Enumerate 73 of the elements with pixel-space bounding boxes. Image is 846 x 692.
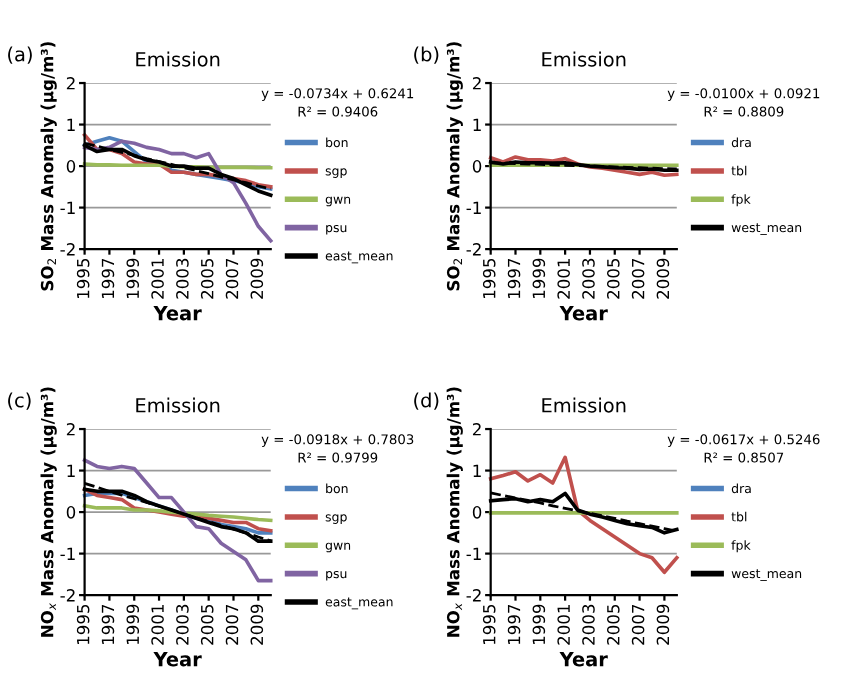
text: (c) [8, 392, 31, 410]
x-axis-title: Year [559, 652, 608, 667]
chart-title: Emission [136, 397, 220, 413]
x-tick-label: 2003 [176, 604, 189, 645]
y-tick-label: -1 [60, 201, 75, 214]
x-tick-label: 2009 [250, 604, 264, 645]
x-tick-label: 1999 [126, 258, 140, 299]
x-axis-title: Year [559, 306, 608, 321]
line-series [82, 504, 273, 523]
y-axis-title: SO$_{2}$ Mass Anomaly (μg/m³) [446, 42, 463, 291]
chart-title: Emission [542, 51, 626, 67]
x-tick-label: 1997 [101, 604, 115, 645]
x-tick-label: 2001 [151, 604, 164, 645]
x-tick-label: 2003 [176, 258, 189, 299]
text: (b) [414, 46, 439, 64]
y-tick-label: 0 [472, 506, 482, 519]
x-axis-title: Year [153, 652, 202, 667]
x-tick-label: 2003 [582, 258, 595, 299]
chart-title: Emission [542, 397, 626, 413]
x-tick-label: 1995 [482, 604, 496, 645]
x-tick-label: 2007 [225, 604, 239, 645]
x-tick-label: 2007 [631, 258, 645, 299]
y-tick-label: -1 [466, 547, 481, 560]
y-tick-label: -1 [466, 201, 481, 214]
x-tick-label: 2001 [151, 258, 164, 299]
text: (d) [414, 392, 439, 410]
y-tick-label: 1 [473, 464, 481, 477]
text: (a) [8, 46, 32, 64]
x-tick-label: 2007 [631, 604, 645, 645]
x-tick-label: 2005 [200, 258, 214, 299]
y-axis-title: SO$_{2}$ Mass Anomaly (μg/m³) [40, 42, 57, 291]
x-tick-label: 1995 [482, 258, 496, 299]
x-tick-label: 1997 [101, 258, 115, 299]
y-tick-label: 1 [67, 118, 75, 131]
x-tick-label: 2001 [557, 604, 570, 645]
x-tick-label: 1997 [507, 258, 521, 299]
y-tick-label: 0 [472, 160, 482, 173]
y-tick-label: 2 [472, 77, 481, 90]
line-series [488, 455, 679, 575]
y-tick-label: 2 [472, 423, 481, 436]
line-series [488, 155, 679, 178]
x-tick-label: 2005 [606, 604, 620, 645]
x-tick-label: 2009 [250, 258, 264, 299]
line-series [82, 458, 273, 583]
x-tick-label: 2003 [582, 604, 595, 645]
y-tick-label: 0 [66, 160, 76, 173]
x-tick-label: 1999 [532, 258, 546, 299]
x-tick-label: 1995 [76, 604, 90, 645]
y-tick-label: -2 [466, 589, 481, 602]
y-axis-title: NO$_{x}$ Mass Anomaly (μg/m³) [40, 387, 57, 637]
y-tick-label: 2 [66, 77, 75, 90]
x-tick-label: 2001 [557, 258, 570, 299]
x-tick-label: 2009 [656, 604, 670, 645]
chart-title: Emission [136, 51, 220, 67]
x-tick-label: 1995 [76, 258, 90, 299]
y-axis-title: NO$_{x}$ Mass Anomaly (μg/m³) [446, 387, 463, 637]
y-tick-label: -2 [60, 243, 75, 256]
line-series [82, 139, 273, 243]
x-tick-label: 2005 [606, 258, 620, 299]
x-tick-label: 1999 [126, 604, 140, 645]
x-tick-label: 1999 [532, 604, 546, 645]
y-tick-label: 1 [67, 464, 75, 477]
y-tick-label: -1 [60, 547, 75, 560]
y-tick-label: 1 [473, 118, 481, 131]
y-tick-label: 0 [66, 506, 76, 519]
x-tick-label: 2009 [656, 258, 670, 299]
y-tick-label: -2 [60, 589, 75, 602]
x-tick-label: 2007 [225, 258, 239, 299]
x-axis-title: Year [153, 306, 202, 321]
y-tick-label: 2 [66, 423, 75, 436]
x-tick-label: 1997 [507, 604, 521, 645]
x-tick-label: 2005 [200, 604, 214, 645]
y-tick-label: -2 [466, 243, 481, 256]
